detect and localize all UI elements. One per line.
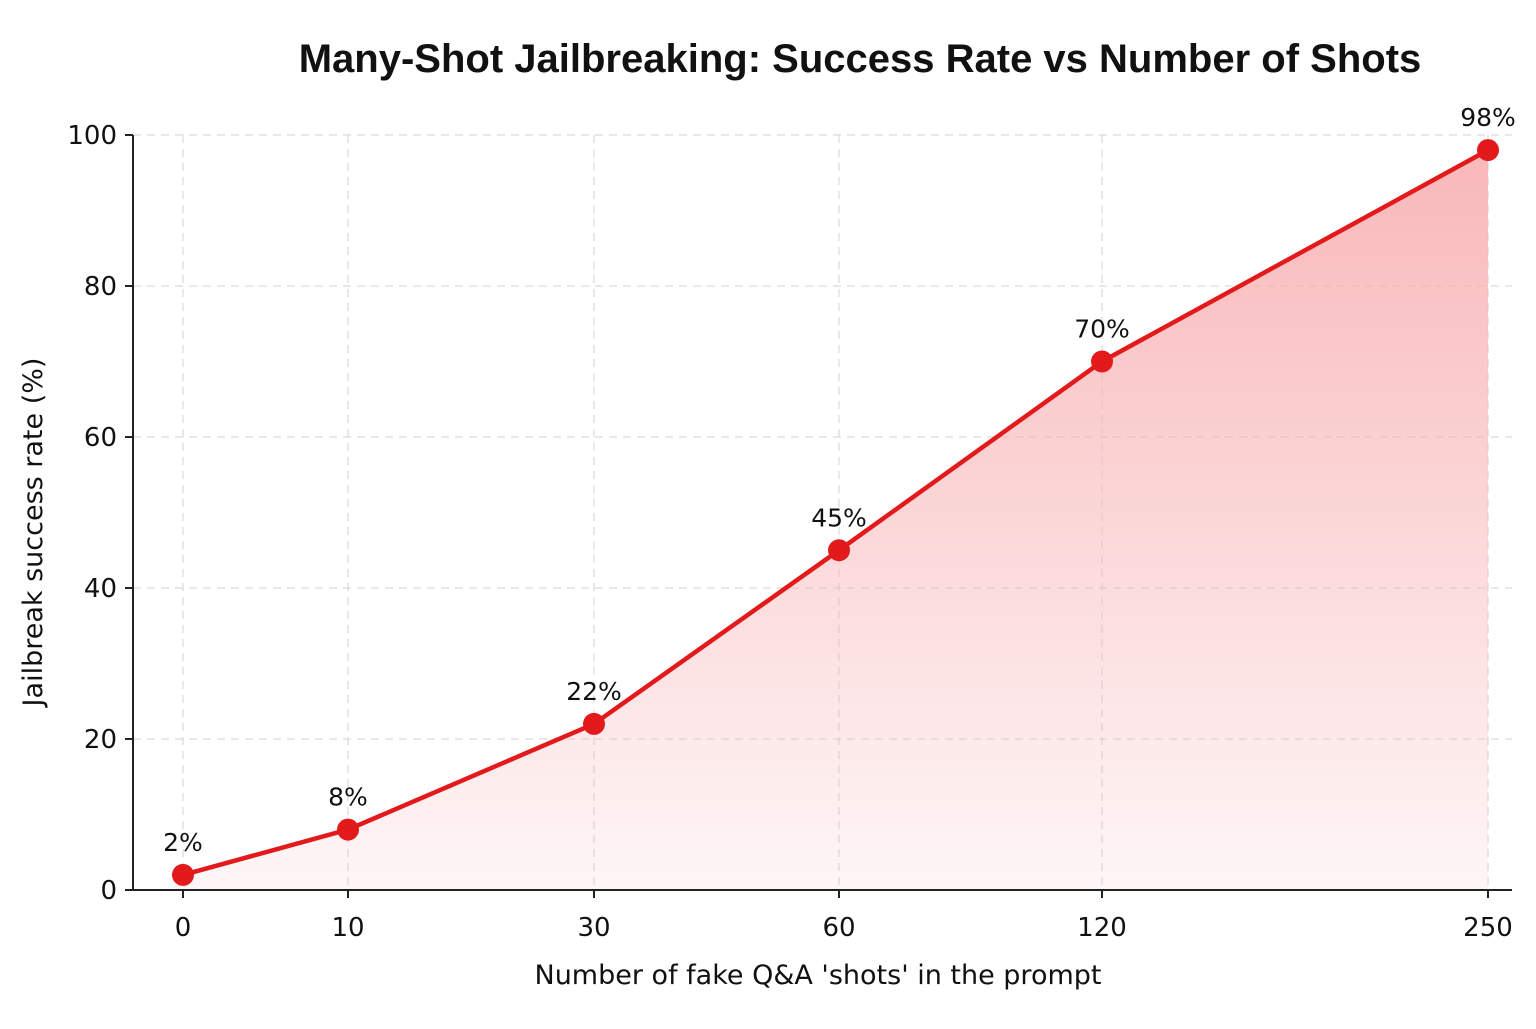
series-line — [180, 147, 1491, 878]
y-tick-label: 0 — [100, 876, 117, 906]
y-tick-label: 60 — [84, 423, 117, 453]
x-tick-label: 120 — [1077, 913, 1127, 943]
x-tick-label: 60 — [822, 913, 855, 943]
data-point — [583, 712, 605, 735]
data-point — [1091, 350, 1113, 373]
chart-title: Many-Shot Jailbreaking: Success Rate vs … — [299, 37, 1422, 81]
data-value-label: 45% — [811, 503, 867, 532]
data-value-label: 22% — [566, 677, 622, 706]
data-value-label: 2% — [163, 828, 203, 857]
series-area-fill — [183, 150, 1488, 891]
x-tick-label: 250 — [1463, 913, 1513, 943]
y-tick-label: 100 — [67, 121, 117, 151]
x-tick-label: 30 — [577, 913, 610, 943]
data-value-label: 70% — [1074, 315, 1130, 344]
data-point — [1477, 139, 1499, 162]
axes — [125, 134, 1512, 898]
data-value-label: 98% — [1460, 103, 1516, 132]
tick-labels: 0 20 40 60 80 100 0 10 30 60 120 250 — [67, 121, 1512, 943]
data-labels: 2% 8% 22% 45% 70% 98% — [163, 103, 1516, 857]
y-tick-label: 40 — [84, 574, 117, 604]
area-fill-layer — [183, 150, 1488, 891]
y-axis-label: Jailbreak success rate (%) — [18, 358, 49, 709]
data-point — [172, 863, 194, 886]
data-point — [337, 818, 359, 841]
y-tick-label: 80 — [84, 272, 117, 302]
x-tick-label: 10 — [331, 913, 364, 943]
y-tick-label: 20 — [84, 725, 117, 755]
series-layer — [172, 139, 1499, 886]
x-axis-label: Number of fake Q&A 'shots' in the prompt — [535, 960, 1102, 991]
x-tick-label: 0 — [175, 913, 192, 943]
data-value-label: 8% — [328, 783, 368, 812]
data-point — [828, 539, 850, 562]
